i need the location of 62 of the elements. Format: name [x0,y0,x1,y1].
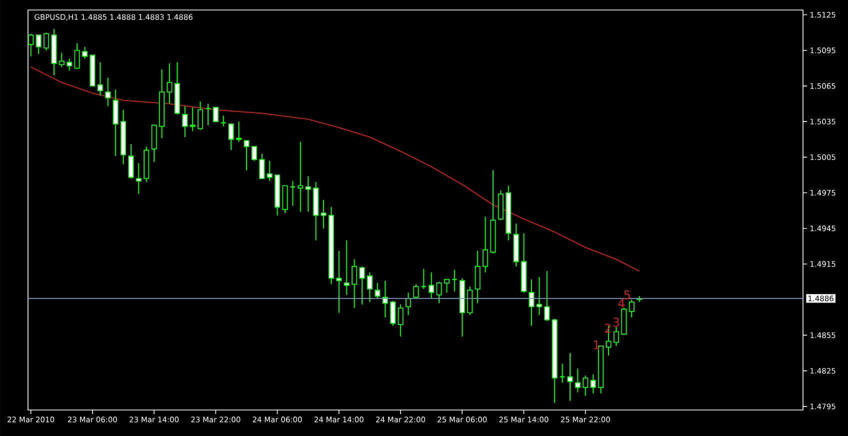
candlestick [136,162,142,194]
candlestick [613,326,619,346]
candlestick [228,123,234,151]
candlestick [344,240,350,296]
candlestick [336,250,342,314]
candlestick [36,34,42,54]
candlestick [628,299,634,318]
candlestick [374,282,380,299]
candlestick [28,33,34,57]
candlestick [220,115,226,127]
candlestick [398,304,404,337]
candlestick [544,270,550,322]
candlestick [182,106,188,138]
candlestick [444,278,450,293]
candlestick [582,375,588,396]
candlestick [320,199,326,229]
candlestick [282,185,288,214]
candlestick [74,42,80,69]
candlestick [482,216,488,273]
candlestick [366,272,373,302]
candlestick [244,140,250,171]
candlestick [205,103,211,126]
candlestick [559,363,566,384]
candlestick [166,62,172,104]
candlestick [82,46,88,60]
candlestick [352,258,358,308]
candlestick [467,286,473,316]
candlestick [43,32,50,51]
candlestick [66,58,72,72]
candlestick [474,250,480,304]
candlestick [298,141,304,212]
candlestick [112,89,118,156]
candlestick [128,144,134,180]
candlestick [105,77,111,107]
candlestick [266,160,272,182]
candlestick [58,52,64,68]
candlestick [151,124,157,162]
line-series [30,66,640,272]
candlestick [190,106,196,132]
candlestick [528,278,534,326]
candlestick [574,368,580,393]
candlestick [390,300,396,326]
candlestick [251,146,257,162]
candlestick [536,276,542,316]
annotation: 3 [613,318,620,327]
candlestick [428,272,434,299]
candlestick [567,352,573,401]
annotation: 5 [624,290,630,300]
annotation: 1 [594,340,600,350]
candlestick [212,106,218,122]
candlestick [436,281,442,304]
candlestick [198,100,204,130]
candlestick [359,266,365,305]
candlestick [290,180,296,206]
candlestick [413,284,419,299]
candlestick [236,121,242,142]
annotation: 4 [618,298,624,308]
candlestick [590,374,596,394]
candlestick [259,153,265,180]
candlestick [97,62,103,96]
candlestick [305,176,311,212]
candlestick [452,269,458,292]
